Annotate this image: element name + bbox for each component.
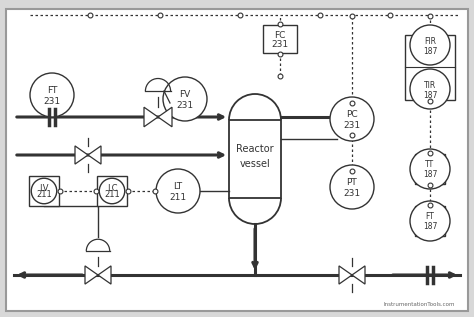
Circle shape (410, 69, 450, 109)
Text: 187: 187 (423, 170, 437, 179)
Text: TT: TT (426, 160, 435, 169)
FancyBboxPatch shape (415, 154, 445, 184)
FancyBboxPatch shape (263, 25, 297, 53)
Text: PC: PC (346, 110, 358, 119)
Text: 211: 211 (36, 190, 52, 199)
FancyBboxPatch shape (229, 120, 281, 198)
FancyBboxPatch shape (337, 172, 367, 202)
Text: 187: 187 (423, 91, 437, 100)
Circle shape (30, 73, 74, 117)
FancyBboxPatch shape (29, 176, 59, 206)
Polygon shape (158, 107, 172, 127)
FancyBboxPatch shape (337, 104, 367, 134)
Circle shape (410, 149, 450, 189)
Text: FT: FT (426, 212, 435, 221)
Text: TIR: TIR (424, 81, 436, 90)
Circle shape (410, 25, 450, 65)
Circle shape (330, 97, 374, 141)
Circle shape (163, 77, 207, 121)
Text: PT: PT (346, 178, 357, 187)
FancyBboxPatch shape (170, 84, 200, 114)
Polygon shape (339, 266, 352, 284)
Polygon shape (88, 146, 101, 164)
Polygon shape (85, 266, 98, 284)
Text: FC: FC (274, 31, 286, 40)
Text: 231: 231 (344, 121, 361, 130)
Text: 231: 231 (272, 40, 289, 49)
Polygon shape (352, 266, 365, 284)
Text: Reactor: Reactor (236, 144, 274, 154)
Text: vessel: vessel (240, 159, 270, 169)
Text: 187: 187 (423, 47, 437, 56)
Text: FV: FV (179, 90, 191, 99)
Circle shape (330, 165, 374, 209)
Circle shape (410, 201, 450, 241)
Circle shape (99, 178, 125, 204)
Circle shape (156, 169, 200, 213)
Text: 211: 211 (104, 190, 120, 199)
FancyBboxPatch shape (415, 206, 445, 236)
Polygon shape (144, 107, 158, 127)
Text: LV: LV (39, 184, 49, 193)
Text: 187: 187 (423, 222, 437, 231)
Text: 231: 231 (176, 101, 193, 110)
Text: LC: LC (107, 184, 117, 193)
Polygon shape (75, 146, 88, 164)
Text: InstrumentationTools.com: InstrumentationTools.com (383, 302, 455, 307)
Polygon shape (98, 266, 111, 284)
Text: 211: 211 (169, 193, 187, 202)
Text: FIR: FIR (424, 37, 436, 46)
Text: FT: FT (47, 86, 57, 95)
Circle shape (31, 178, 57, 204)
FancyBboxPatch shape (6, 9, 468, 311)
FancyBboxPatch shape (405, 35, 455, 100)
Text: 231: 231 (344, 189, 361, 198)
FancyBboxPatch shape (97, 176, 127, 206)
Text: 231: 231 (44, 97, 61, 106)
Text: LT: LT (173, 182, 182, 191)
